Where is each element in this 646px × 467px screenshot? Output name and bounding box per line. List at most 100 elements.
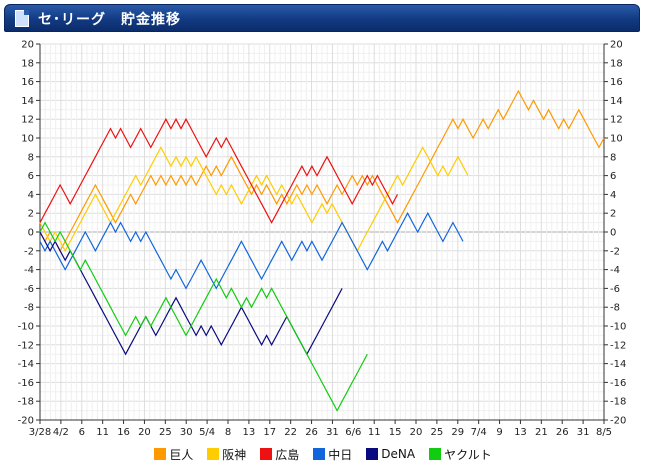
x-tick-label: 31 — [577, 427, 590, 438]
chart-legend: 巨人 阪神 広島 中日 DeNA ヤクルト — [0, 445, 646, 463]
y-tick-label: 4 — [610, 190, 616, 201]
x-tick-label: 20 — [138, 427, 151, 438]
x-tick-label: 3/28 — [29, 427, 51, 438]
x-tick-label: 11 — [96, 427, 109, 438]
legend-label: 巨人 — [169, 447, 194, 462]
y-tick-label: 14 — [610, 96, 623, 107]
y-tick-label: -4 — [610, 265, 620, 276]
x-tick-label: 29 — [451, 427, 464, 438]
x-tick-label: 13 — [514, 427, 527, 438]
y-tick-label: 10 — [21, 134, 34, 145]
legend-item: DeNA — [366, 445, 415, 463]
y-tick-label: -14 — [610, 359, 626, 370]
x-tick-label: 16 — [117, 427, 130, 438]
y-tick-label: 6 — [610, 171, 616, 182]
y-ticks-left: -20-18-16-14-12-10-8-6-4-202468101214161… — [18, 40, 40, 427]
x-tick-label: 20 — [410, 427, 423, 438]
x-tick-label: 17 — [263, 427, 276, 438]
x-tick-label: 21 — [535, 427, 548, 438]
y-tick-label: -20 — [18, 416, 34, 427]
y-tick-label: -16 — [18, 378, 34, 389]
y-tick-label: -10 — [610, 322, 626, 333]
y-tick-label: 16 — [21, 77, 34, 88]
series-line-広島 — [39, 117, 399, 224]
y-tick-label: 18 — [21, 58, 34, 69]
legend-item: 阪神 — [207, 445, 246, 463]
y-tick-label: -18 — [610, 397, 626, 408]
y-tick-label: -16 — [610, 378, 626, 389]
chart-grid — [39, 43, 605, 421]
y-tick-label: 12 — [610, 115, 623, 126]
y-tick-label: -12 — [610, 340, 626, 351]
series-line-ヤクルト — [39, 221, 368, 412]
series-line-中日 — [39, 211, 464, 290]
x-tick-label: 31 — [326, 427, 339, 438]
y-tick-label: -8 — [610, 303, 620, 314]
y-tick-label: 8 — [28, 152, 34, 163]
y-tick-label: 0 — [610, 228, 616, 239]
y-tick-label: -20 — [610, 416, 626, 427]
x-tick-label: 6 — [79, 427, 85, 438]
legend-item: 広島 — [260, 445, 299, 463]
y-tick-label: 2 — [28, 209, 34, 220]
legend-label: 中日 — [328, 447, 353, 462]
legend-swatch — [260, 448, 273, 460]
y-tick-label: 8 — [610, 152, 616, 163]
y-tick-label: 20 — [21, 40, 34, 51]
legend-label: ヤクルト — [444, 447, 492, 462]
x-tick-label: 8/5 — [596, 427, 612, 438]
legend-item: 中日 — [313, 445, 352, 463]
series-line-巨人 — [39, 89, 605, 253]
legend-swatch — [313, 448, 326, 460]
y-tick-label: 18 — [610, 58, 623, 69]
y-tick-label: 12 — [21, 115, 34, 126]
x-tick-label: 4/2 — [53, 427, 69, 438]
y-tick-label: -18 — [18, 397, 34, 408]
series-line-阪神 — [39, 146, 469, 253]
y-tick-label: -10 — [18, 322, 34, 333]
chart-header: セ･リーグ 貯金推移 — [4, 4, 640, 32]
legend-swatch — [207, 448, 220, 460]
x-tick-label: 30 — [180, 427, 193, 438]
y-tick-label: -12 — [18, 340, 34, 351]
x-tick-label: 8 — [225, 427, 231, 438]
x-ticks: 3/28 4/2 6 11 16 20 25 30 5/4 8 13 17 22 26 31 6/6 11 15 2… — [29, 420, 612, 438]
y-tick-label: -2 — [24, 246, 34, 257]
x-tick-label: 25 — [431, 427, 444, 438]
legend-label: 阪神 — [222, 447, 247, 462]
document-icon — [15, 10, 29, 27]
y-tick-label: 20 — [610, 40, 623, 51]
x-tick-label: 25 — [159, 427, 172, 438]
legend-swatch — [429, 448, 442, 460]
x-tick-label: 9 — [496, 427, 502, 438]
chart-title: セ･リーグ 貯金推移 — [38, 12, 181, 28]
y-tick-label: 4 — [28, 190, 34, 201]
x-tick-label: 26 — [556, 427, 569, 438]
y-tick-label: -2 — [610, 246, 620, 257]
y-tick-label: 14 — [21, 96, 34, 107]
y-tick-label: 2 — [610, 209, 616, 220]
legend-label: DeNA — [381, 447, 416, 461]
y-tick-label: -6 — [24, 284, 34, 295]
legend-label: 広島 — [275, 447, 300, 462]
y-tick-label: 0 — [28, 228, 34, 239]
y-ticks-right: -20-18-16-14-12-10-8-6-4-202468101214161… — [604, 40, 626, 427]
y-tick-label: 10 — [610, 134, 623, 145]
x-tick-label: 15 — [389, 427, 402, 438]
x-tick-label: 7/4 — [471, 427, 487, 438]
y-tick-label: -6 — [610, 284, 620, 295]
legend-item: ヤクルト — [429, 445, 492, 463]
series-lines — [39, 89, 605, 412]
y-tick-label: -8 — [24, 303, 34, 314]
x-tick-label: 6/6 — [345, 427, 361, 438]
legend-swatch — [154, 448, 167, 460]
legend-item: 巨人 — [154, 445, 193, 463]
y-tick-label: 16 — [610, 77, 623, 88]
x-tick-label: 22 — [284, 427, 297, 438]
x-tick-label: 13 — [243, 427, 256, 438]
y-tick-label: 6 — [28, 171, 34, 182]
legend-swatch — [366, 448, 379, 460]
y-tick-label: -4 — [24, 265, 34, 276]
y-tick-label: -14 — [18, 359, 34, 370]
